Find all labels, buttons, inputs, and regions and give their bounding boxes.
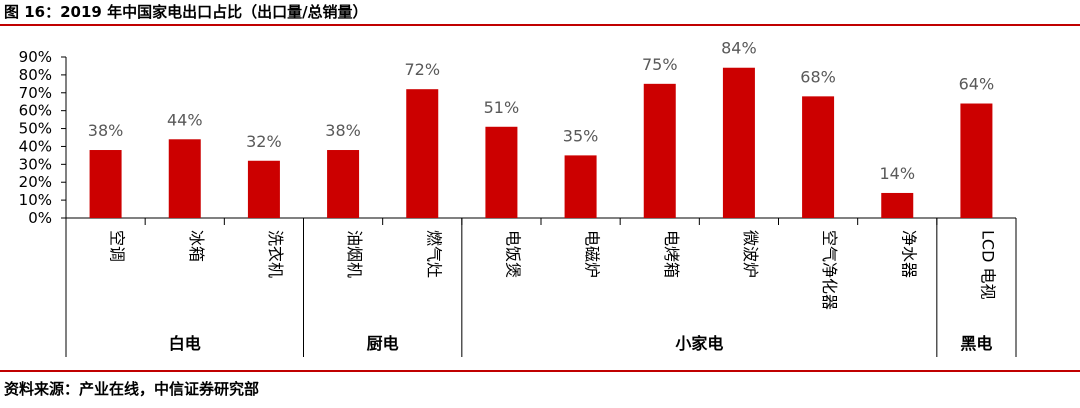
source-note: 资料来源：产业在线，中信证券研究部 — [4, 380, 260, 398]
data-label: 44% — [167, 110, 203, 129]
data-label: 38% — [88, 121, 124, 140]
category-label: 空气净化器 — [820, 230, 839, 310]
category-label: 净水器 — [899, 230, 918, 278]
bar — [89, 150, 122, 218]
source-rule — [0, 370, 1080, 372]
group-label: 厨电 — [367, 334, 399, 353]
y-tick-label: 80% — [19, 66, 52, 84]
category-label: LCD 电视 — [978, 230, 997, 300]
y-tick-label: 30% — [19, 155, 52, 173]
y-tick-label: 20% — [19, 173, 52, 191]
y-tick-label: 40% — [19, 137, 52, 155]
bar — [960, 103, 993, 218]
bar-chart: 0%10%20%30%40%50%60%70%80%90% 38% 空调 44% 冰箱 3… — [19, 39, 1017, 357]
y-tick-label: 60% — [19, 102, 52, 120]
bar — [722, 67, 755, 218]
bar — [247, 160, 280, 218]
category-label: 电饭煲 — [503, 230, 522, 278]
data-label: 35% — [563, 126, 599, 145]
bar — [168, 139, 201, 218]
bar — [406, 89, 439, 218]
category-label: 冰箱 — [187, 230, 206, 262]
category-label: 空调 — [108, 230, 127, 262]
category-label: 电烤箱 — [662, 230, 681, 278]
category-label: 油烟机 — [345, 230, 364, 278]
group-label: 小家电 — [675, 334, 723, 353]
y-tick-label: 90% — [19, 48, 52, 66]
data-label: 84% — [721, 39, 757, 58]
group-label: 黑电 — [960, 334, 992, 353]
y-tick-label: 0% — [28, 209, 52, 227]
group-label: 白电 — [169, 334, 201, 353]
data-label: 68% — [800, 67, 836, 86]
y-tick-label: 70% — [19, 84, 52, 102]
data-label: 14% — [879, 164, 915, 183]
data-label: 38% — [325, 121, 361, 140]
bar — [802, 96, 835, 218]
data-label: 51% — [484, 98, 520, 117]
data-label: 72% — [404, 60, 440, 79]
category-label: 电磁炉 — [583, 230, 602, 278]
bar — [564, 155, 597, 218]
data-label: 75% — [642, 55, 678, 74]
y-tick-label: 50% — [19, 120, 52, 138]
y-tick-label: 10% — [19, 191, 52, 209]
data-label: 64% — [959, 75, 995, 94]
bar — [881, 192, 914, 218]
bar — [327, 150, 360, 218]
bar — [485, 126, 518, 218]
category-label: 微波炉 — [741, 230, 760, 278]
figure-title: 图 16：2019 年中国家电出口占比（出口量/总销量） — [4, 3, 368, 21]
data-label: 32% — [246, 132, 282, 151]
bar — [643, 83, 676, 218]
category-label: 洗衣机 — [266, 230, 285, 278]
title-rule — [0, 24, 1080, 26]
category-label: 燃气灶 — [424, 230, 443, 278]
